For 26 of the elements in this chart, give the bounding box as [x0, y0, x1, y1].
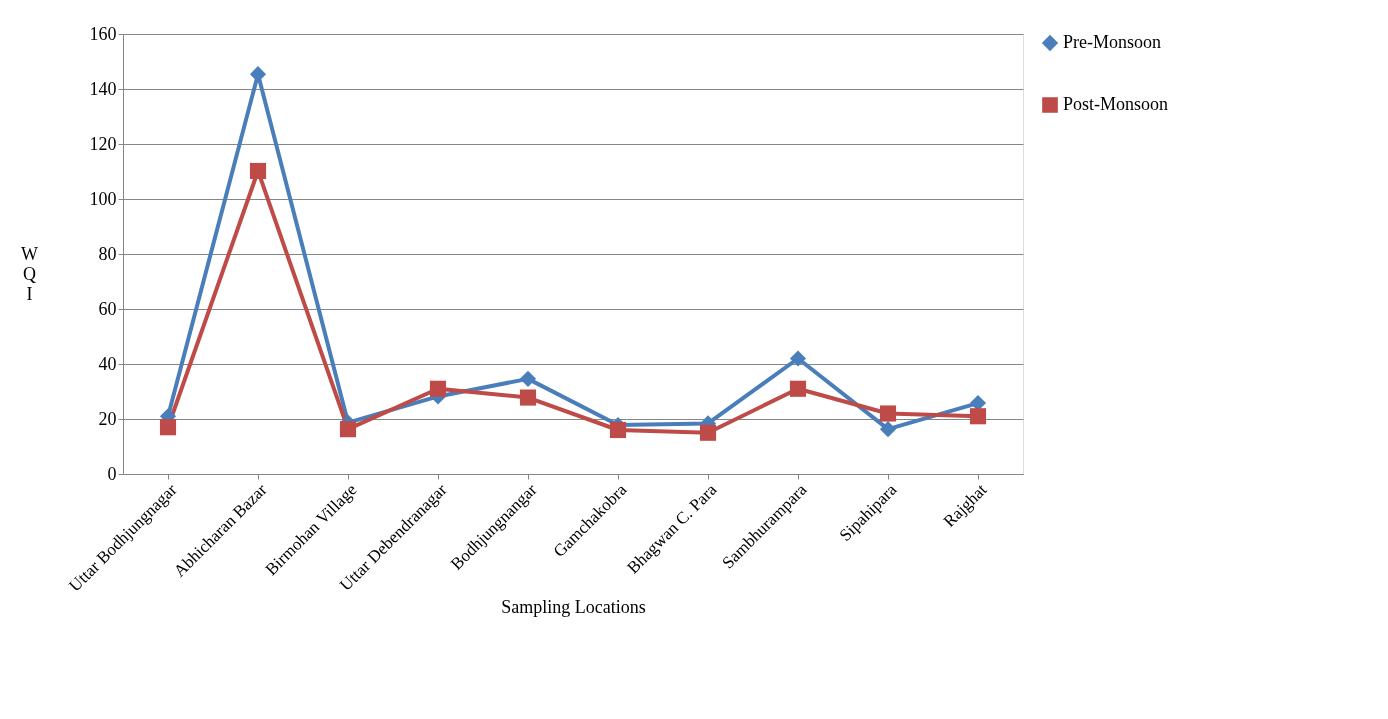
- legend-label: Pre-Monsoon: [1063, 32, 1161, 52]
- y-tick-label: 160: [89, 23, 117, 44]
- y-tick-label: 100: [89, 188, 117, 209]
- point: [159, 419, 177, 436]
- point: [609, 421, 627, 439]
- point: [969, 408, 987, 425]
- point: [429, 380, 447, 397]
- y-tick-label: 0: [107, 463, 117, 484]
- point: [339, 421, 357, 438]
- point: [789, 380, 807, 397]
- y-tick-label: 60: [98, 298, 117, 319]
- legend-label: Post-Monsoon: [1063, 94, 1169, 114]
- point: [249, 162, 267, 180]
- x-axis-title: Sampling Locations: [501, 596, 646, 617]
- y-tick-label: 80: [98, 243, 117, 264]
- y-tick-label: 140: [89, 78, 117, 99]
- point: [789, 350, 807, 367]
- y-axis-title: WQI: [21, 243, 38, 304]
- point: [699, 424, 717, 441]
- y-tick-label: 20: [98, 408, 117, 429]
- y-tick-label: 120: [89, 133, 117, 154]
- point: [519, 370, 537, 387]
- point: [879, 421, 897, 438]
- y-tick-label: 40: [98, 353, 117, 374]
- point: [519, 389, 537, 406]
- point: [879, 405, 897, 422]
